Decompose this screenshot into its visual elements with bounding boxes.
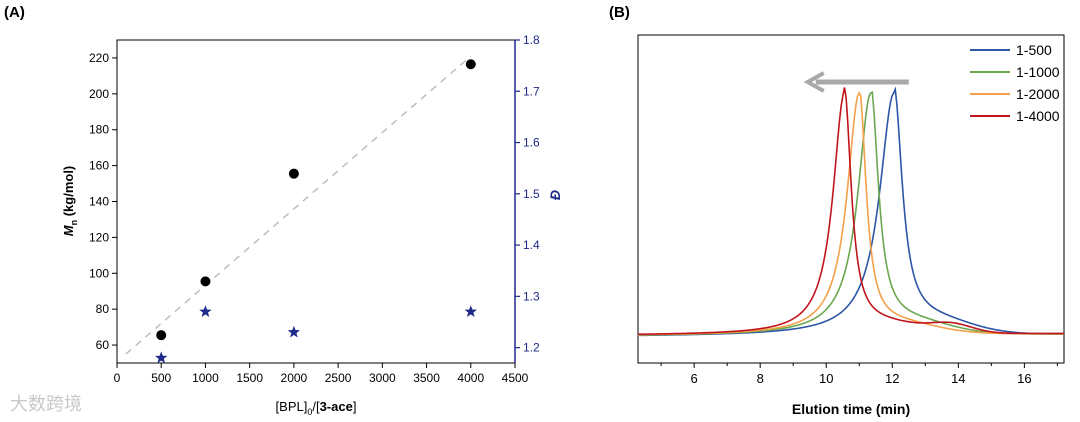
watermark: 大数跨境 (10, 394, 82, 415)
panel-a-x-axis-label: [BPL]0/[3-ace] (276, 399, 357, 417)
legend-label: 1-1000 (1016, 64, 1060, 80)
curve-1-1000 (637, 90, 1065, 336)
dispersity-data-point (199, 305, 212, 317)
dispersity-data-point (155, 351, 168, 364)
x-tick-label: 16 (1017, 371, 1031, 386)
y2-tick-label: 1.3 (523, 289, 540, 303)
curve-1-4000 (637, 87, 1064, 336)
mn-data-point (288, 168, 299, 179)
y2-tick-label: 1.2 (523, 341, 540, 355)
y2-tick-label: 1.5 (523, 187, 540, 201)
panel-a-y-ticks: 60 80 100 120 140 160 180 200 220 (89, 51, 117, 352)
y-tick-label: 200 (89, 87, 109, 101)
arrow-head (803, 71, 825, 93)
legend-label: 1-4000 (1016, 108, 1060, 124)
y-tick-label: 220 (89, 51, 109, 65)
curve-1-2000 (637, 91, 1064, 336)
legend-label: 1-2000 (1016, 86, 1060, 102)
y2-tick-label: 1.4 (523, 238, 540, 252)
panel-a-points (155, 59, 477, 364)
x-tick-label: 2000 (281, 371, 308, 385)
panel-a-chart: 0 500 1000 1500 2000 2500 3000 3500 4000 4500 60 8… (61, 33, 563, 417)
x-tick-label: 4500 (502, 371, 529, 385)
panel-a-y-axis-label: Mn (kg/mol) (61, 166, 79, 237)
y2-tick-label: 1.7 (523, 84, 540, 98)
x-tick-label: 2500 (325, 371, 352, 385)
panel-a-y2-ticks: 1.2 1.3 1.4 1.5 1.6 1.7 1.8 (515, 33, 540, 355)
panel-a-y2-axis-label: Đ (547, 190, 563, 200)
x-tick-label: 1500 (236, 371, 263, 385)
panel-b-x-axis-label: Elution time (min) (792, 401, 910, 417)
x-tick-label: 3000 (369, 371, 396, 385)
dispersity-data-point (464, 305, 477, 317)
panel-b-curves (637, 86, 1065, 337)
legend: 1-500 1-1000 1-2000 1-4000 (970, 42, 1060, 124)
y-tick-label: 80 (96, 302, 110, 316)
shift-arrow (803, 71, 909, 93)
y-tick-label: 180 (89, 123, 109, 137)
y2-tick-label: 1.8 (523, 33, 540, 47)
y-tick-label: 120 (89, 230, 109, 244)
panel-b-plot-area (637, 34, 1065, 364)
panel-b-x-ticks: 6 8 10 12 14 16 (660, 363, 1058, 386)
y-tick-label: 60 (96, 338, 110, 352)
mn-data-point (465, 59, 476, 70)
x-tick-label: 500 (151, 371, 171, 385)
y-tick-label: 100 (89, 266, 109, 280)
panel-a-label: (A) (4, 4, 25, 21)
x-tick-label: 14 (951, 371, 965, 386)
panel-a-x-ticks: 0 500 1000 1500 2000 2500 3000 3500 4000 4500 (114, 363, 529, 385)
panel-b-label: (B) (609, 4, 630, 21)
x-tick-label: 4000 (457, 371, 484, 385)
mn-data-point (200, 276, 211, 287)
trendline (125, 55, 472, 355)
panel-a-plot-area (116, 39, 516, 364)
x-tick-label: 10 (819, 371, 833, 386)
x-tick-label: 1000 (192, 371, 219, 385)
curve-1-500 (637, 86, 1065, 337)
y2-tick-label: 1.6 (523, 136, 540, 150)
x-tick-label: 12 (885, 371, 899, 386)
dispersity-data-point (287, 325, 301, 338)
x-tick-label: 6 (691, 371, 698, 386)
panel-b-chart: 6 8 10 12 14 16 1-500 1-1000 1-2000 1-4000 Eluti… (637, 34, 1065, 417)
x-tick-label: 3500 (413, 371, 440, 385)
mn-data-point (156, 330, 167, 341)
x-tick-label: 8 (757, 371, 764, 386)
x-tick-label: 0 (114, 371, 121, 385)
y-tick-label: 140 (89, 195, 109, 209)
legend-label: 1-500 (1016, 42, 1052, 58)
y-tick-label: 160 (89, 159, 109, 173)
